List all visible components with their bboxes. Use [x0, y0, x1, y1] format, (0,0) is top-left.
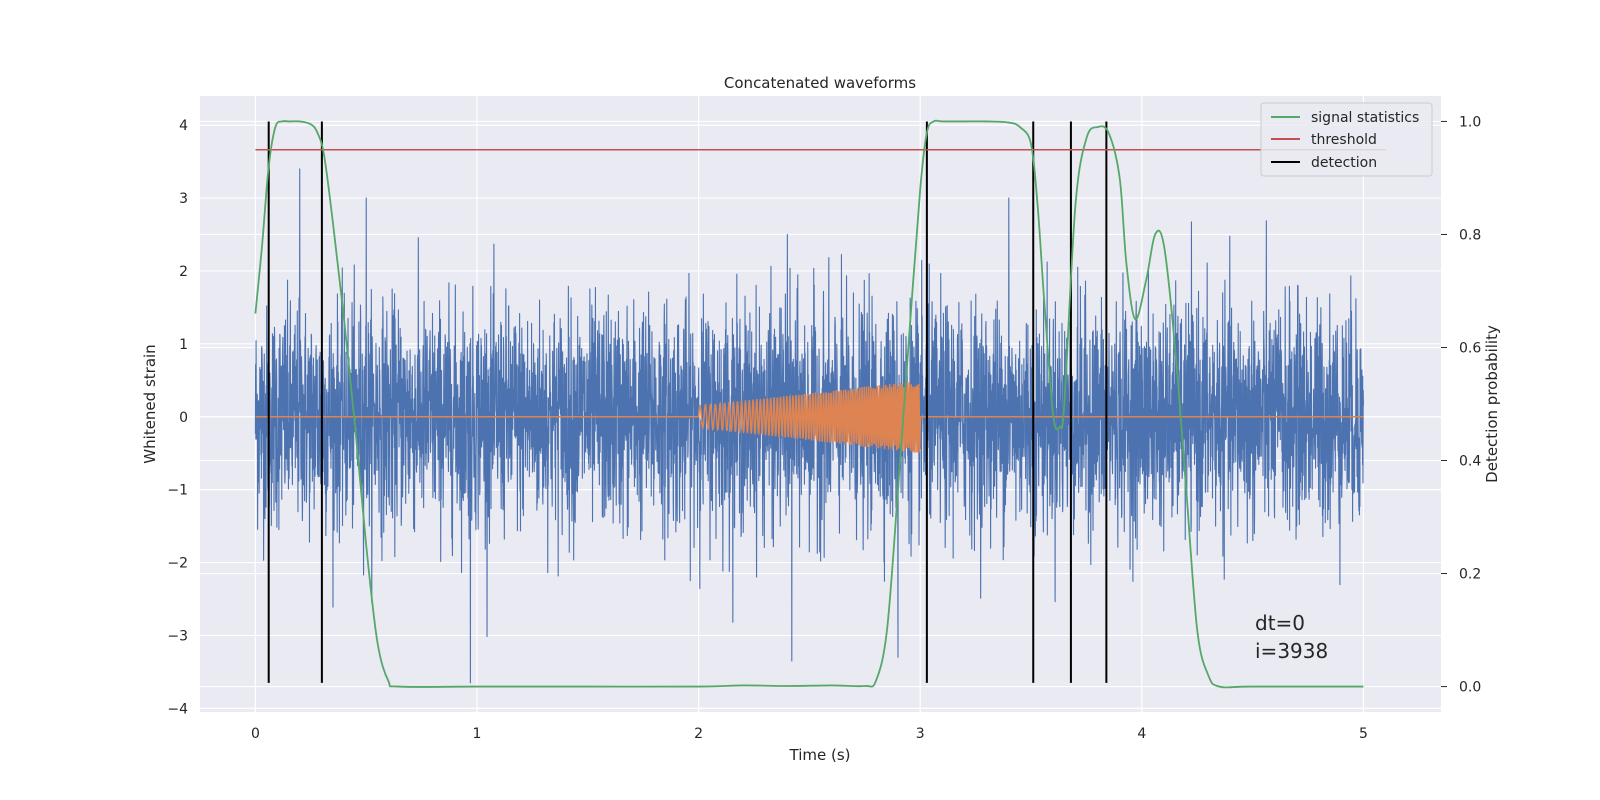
y2-tick-label: 0.6 [1459, 340, 1481, 356]
annotation-dt: dt=0 [1255, 611, 1305, 635]
y2-tick-label: 0.0 [1459, 680, 1481, 696]
y-tick-label: −3 [167, 628, 188, 644]
legend-label-signal-statistics: signal statistics [1311, 110, 1419, 126]
legend: signal statistics threshold detection [1260, 102, 1433, 177]
x-axis-label: Time (s) [789, 746, 851, 764]
y2-tick-label: 0.8 [1459, 227, 1481, 243]
signal-statistics-line [254, 119, 1364, 689]
y-tick-label: 2 [179, 264, 188, 280]
y-tick-label: 3 [179, 191, 188, 207]
ticks: 0 1 2 3 4 5 −4 −3 −2 −1 0 1 2 3 4 0.0 0.2 0.4 0.6 0.8 1.0 [167, 114, 1481, 742]
legend-label-detection: detection [1311, 155, 1377, 171]
x-tick-label: 1 [473, 726, 482, 742]
x-tick-label: 0 [251, 726, 260, 742]
legend-label-threshold: threshold [1311, 132, 1377, 148]
noise-series-line [254, 168, 1364, 684]
chirp-series-line [255, 381, 1364, 453]
annotation-i: i=3938 [1255, 639, 1328, 663]
y-tick-label: −4 [167, 701, 188, 717]
x-tick-label: 5 [1359, 726, 1368, 742]
y2-tick-label: 0.2 [1459, 567, 1481, 583]
chart-title: Concatenated waveforms [724, 74, 916, 92]
y-tick-label: 0 [179, 410, 188, 426]
x-tick-label: 4 [1137, 726, 1146, 742]
y2-tick-label: 1.0 [1459, 114, 1481, 130]
y-tick-label: −2 [167, 556, 188, 572]
x-tick-label: 3 [916, 726, 925, 742]
x-tick-label: 2 [694, 726, 703, 742]
y2-tick-label: 0.4 [1459, 454, 1481, 470]
y2-axis-label: Detection probability [1483, 325, 1501, 483]
y-tick-label: −1 [167, 483, 188, 499]
y-axis-label: Whitened strain [141, 344, 159, 463]
y-tick-label: 4 [179, 118, 188, 134]
plot-area [254, 119, 1386, 689]
legend-box [1260, 102, 1433, 177]
y-tick-label: 1 [179, 337, 188, 353]
detection-lines [267, 121, 1108, 683]
